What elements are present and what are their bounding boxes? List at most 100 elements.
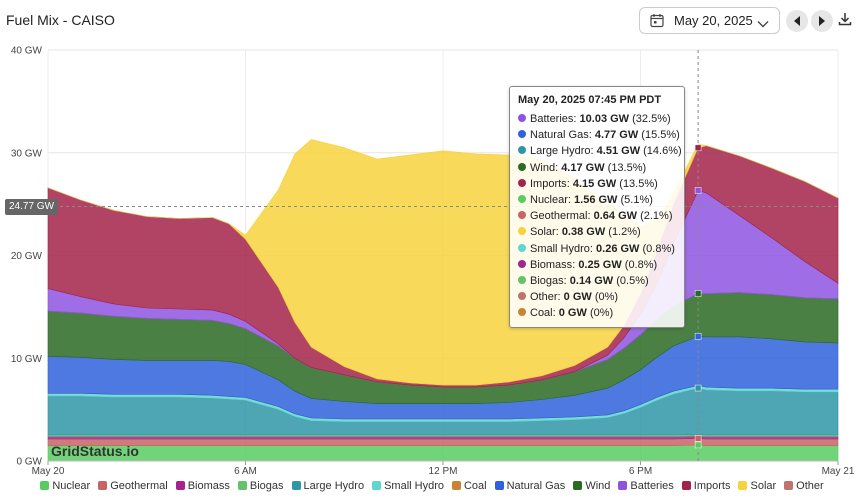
legend-swatch <box>494 481 504 490</box>
marker-batteries <box>694 187 702 194</box>
legend-swatch <box>681 481 691 490</box>
tooltip-row: Wind: 4.17 GW (13.5%) <box>518 160 676 176</box>
area-geothermal <box>47 438 839 446</box>
series-dot-icon <box>518 308 526 317</box>
legend-label: Batteries <box>630 480 674 492</box>
tooltip-row: Solar: 0.38 GW (1.2%) <box>518 224 676 240</box>
series-dot-icon <box>518 292 526 301</box>
crosshair-value-label: 24.77 GW <box>5 199 59 215</box>
legend-label: Small Hydro <box>384 480 444 492</box>
legend-item-small-hydro[interactable]: Small Hydro <box>372 480 444 492</box>
series-dot-icon <box>518 178 526 187</box>
tooltip-series-percent: (0.5%) <box>616 275 649 288</box>
next-day-button[interactable] <box>811 10 833 32</box>
series-dot-icon <box>518 162 526 171</box>
legend-item-wind[interactable]: Wind <box>573 480 610 492</box>
legend-swatch <box>784 481 794 490</box>
tooltip-title: May 20, 2025 07:45 PM PDT <box>518 94 662 106</box>
tooltip-series-percent: (0.8%) <box>624 258 658 271</box>
tooltip-series-percent: (1.2%) <box>608 226 641 239</box>
tooltip-row: Coal: 0 GW (0%) <box>518 305 676 321</box>
tooltip-series-value: 0.26 GW <box>596 242 640 255</box>
date-picker[interactable]: May 20, 2025 <box>639 7 780 34</box>
tooltip-row: Other: 0 GW (0%) <box>518 289 676 305</box>
legend-item-biogas[interactable]: Biogas <box>237 480 284 492</box>
tooltip-series-percent: (13.5%) <box>607 161 647 174</box>
x-tick-label: 6 PM <box>629 466 652 477</box>
legend-item-coal[interactable]: Coal <box>451 480 487 492</box>
y-tick-label: 30 GW <box>11 148 43 159</box>
series-dot-icon <box>518 259 526 268</box>
tooltip-series-value: 0 GW <box>563 291 592 304</box>
caret-left-icon <box>794 16 800 26</box>
tooltip-series-name: Biomass <box>530 258 573 271</box>
date-value: May 20, 2025 <box>674 13 753 28</box>
legend-swatch <box>618 481 628 490</box>
y-tick-label: 0 GW <box>16 457 42 468</box>
legend-label: Natural Gas <box>506 480 566 492</box>
tooltip-row: Nuclear: 1.56 GW (5.1%) <box>518 192 676 208</box>
legend-item-large-hydro[interactable]: Large Hydro <box>291 480 364 492</box>
tooltip-series-value: 1.56 GW <box>574 194 618 207</box>
series-dot-icon <box>518 211 526 220</box>
series-dot-icon <box>518 146 526 155</box>
series-dot-icon <box>518 276 526 285</box>
marker-large-hydro <box>694 384 702 392</box>
tooltip-series-value: 0.25 GW <box>578 258 622 271</box>
tooltip-series-percent: (13.5%) <box>619 177 658 190</box>
tooltip-series-name: Nuclear <box>530 194 568 207</box>
legend-swatch <box>40 481 50 490</box>
marker-nuclear <box>694 441 702 449</box>
tooltip-series-percent: (0%) <box>594 291 619 304</box>
tooltip-series-percent: (0%) <box>589 307 614 320</box>
legend-label: Wind <box>585 480 611 492</box>
legend-label: Nuclear <box>52 480 91 492</box>
x-tick-label: 12 PM <box>429 466 458 477</box>
legend-item-batteries[interactable]: Batteries <box>618 480 674 492</box>
tooltip-row: Natural Gas: 4.77 GW (15.5%) <box>518 127 680 143</box>
series-dot-icon <box>518 195 526 204</box>
legend-item-nuclear[interactable]: Nuclear <box>40 480 90 492</box>
series-dot-icon <box>518 227 526 236</box>
legend-label: Biogas <box>249 480 284 492</box>
caret-right-icon <box>819 16 825 26</box>
legend-item-imports[interactable]: Imports <box>681 480 731 492</box>
tooltip-series-value: 0.64 GW <box>593 210 638 223</box>
legend-label: Other <box>796 480 824 492</box>
legend-swatch <box>237 481 247 490</box>
marker-natural-gas <box>694 333 702 340</box>
watermark: GridStatus.io <box>51 443 139 459</box>
chart-axes: 0 GW 10 GW 20 GW 30 GW 40 GW May 20 6 AM 12 PM 6… <box>11 46 855 478</box>
download-icon[interactable] <box>838 12 852 31</box>
tooltip-rows: Batteries: 10.03 GW (32.5%) Natural Gas: … <box>518 111 682 322</box>
fuel-mix-chart[interactable]: 0 GW 10 GW 20 GW 30 GW 40 GW May 20 6 AM 12 PM 6… <box>0 0 864 480</box>
legend-item-biomass[interactable]: Biomass <box>175 480 230 492</box>
chart-areas <box>47 139 839 462</box>
tooltip-series-percent: (2.1%) <box>640 210 673 223</box>
legend-item-other[interactable]: Other <box>784 480 824 492</box>
tooltip-row: Geothermal: 0.64 GW (2.1%) <box>518 208 676 224</box>
legend-item-natural-gas[interactable]: Natural Gas <box>494 480 566 492</box>
tooltip-series-percent: (5.1%) <box>620 194 653 207</box>
y-tick-label: 10 GW <box>11 354 43 365</box>
tooltip-series-value: 10.03 GW <box>579 113 630 125</box>
chevron-down-icon <box>757 15 769 33</box>
legend-item-solar[interactable]: Solar <box>738 480 776 492</box>
tooltip-series-percent: (0.8%) <box>642 242 675 255</box>
tooltip-series-value: 4.51 GW <box>596 145 641 158</box>
tooltip-series-percent: (14.6%) <box>643 145 682 158</box>
legend-label: Imports <box>693 480 731 492</box>
tooltip-row: Large Hydro: 4.51 GW (14.6%) <box>518 143 682 159</box>
legend-swatch <box>175 481 185 490</box>
tooltip-series-name: Imports <box>530 177 567 190</box>
legend-swatch <box>451 481 461 490</box>
previous-day-button[interactable] <box>786 10 808 32</box>
calendar-icon <box>650 13 664 33</box>
tooltip-series-name: Wind <box>530 161 556 174</box>
x-tick-label: May 20 <box>32 466 65 477</box>
legend-item-geothermal[interactable]: Geothermal <box>98 480 168 492</box>
tooltip-series-value: 0.14 GW <box>569 275 614 288</box>
page-title: Fuel Mix - CAISO <box>6 12 115 28</box>
tooltip-series-name: Biogas <box>530 275 564 288</box>
legend-label: Biomass <box>187 480 230 492</box>
